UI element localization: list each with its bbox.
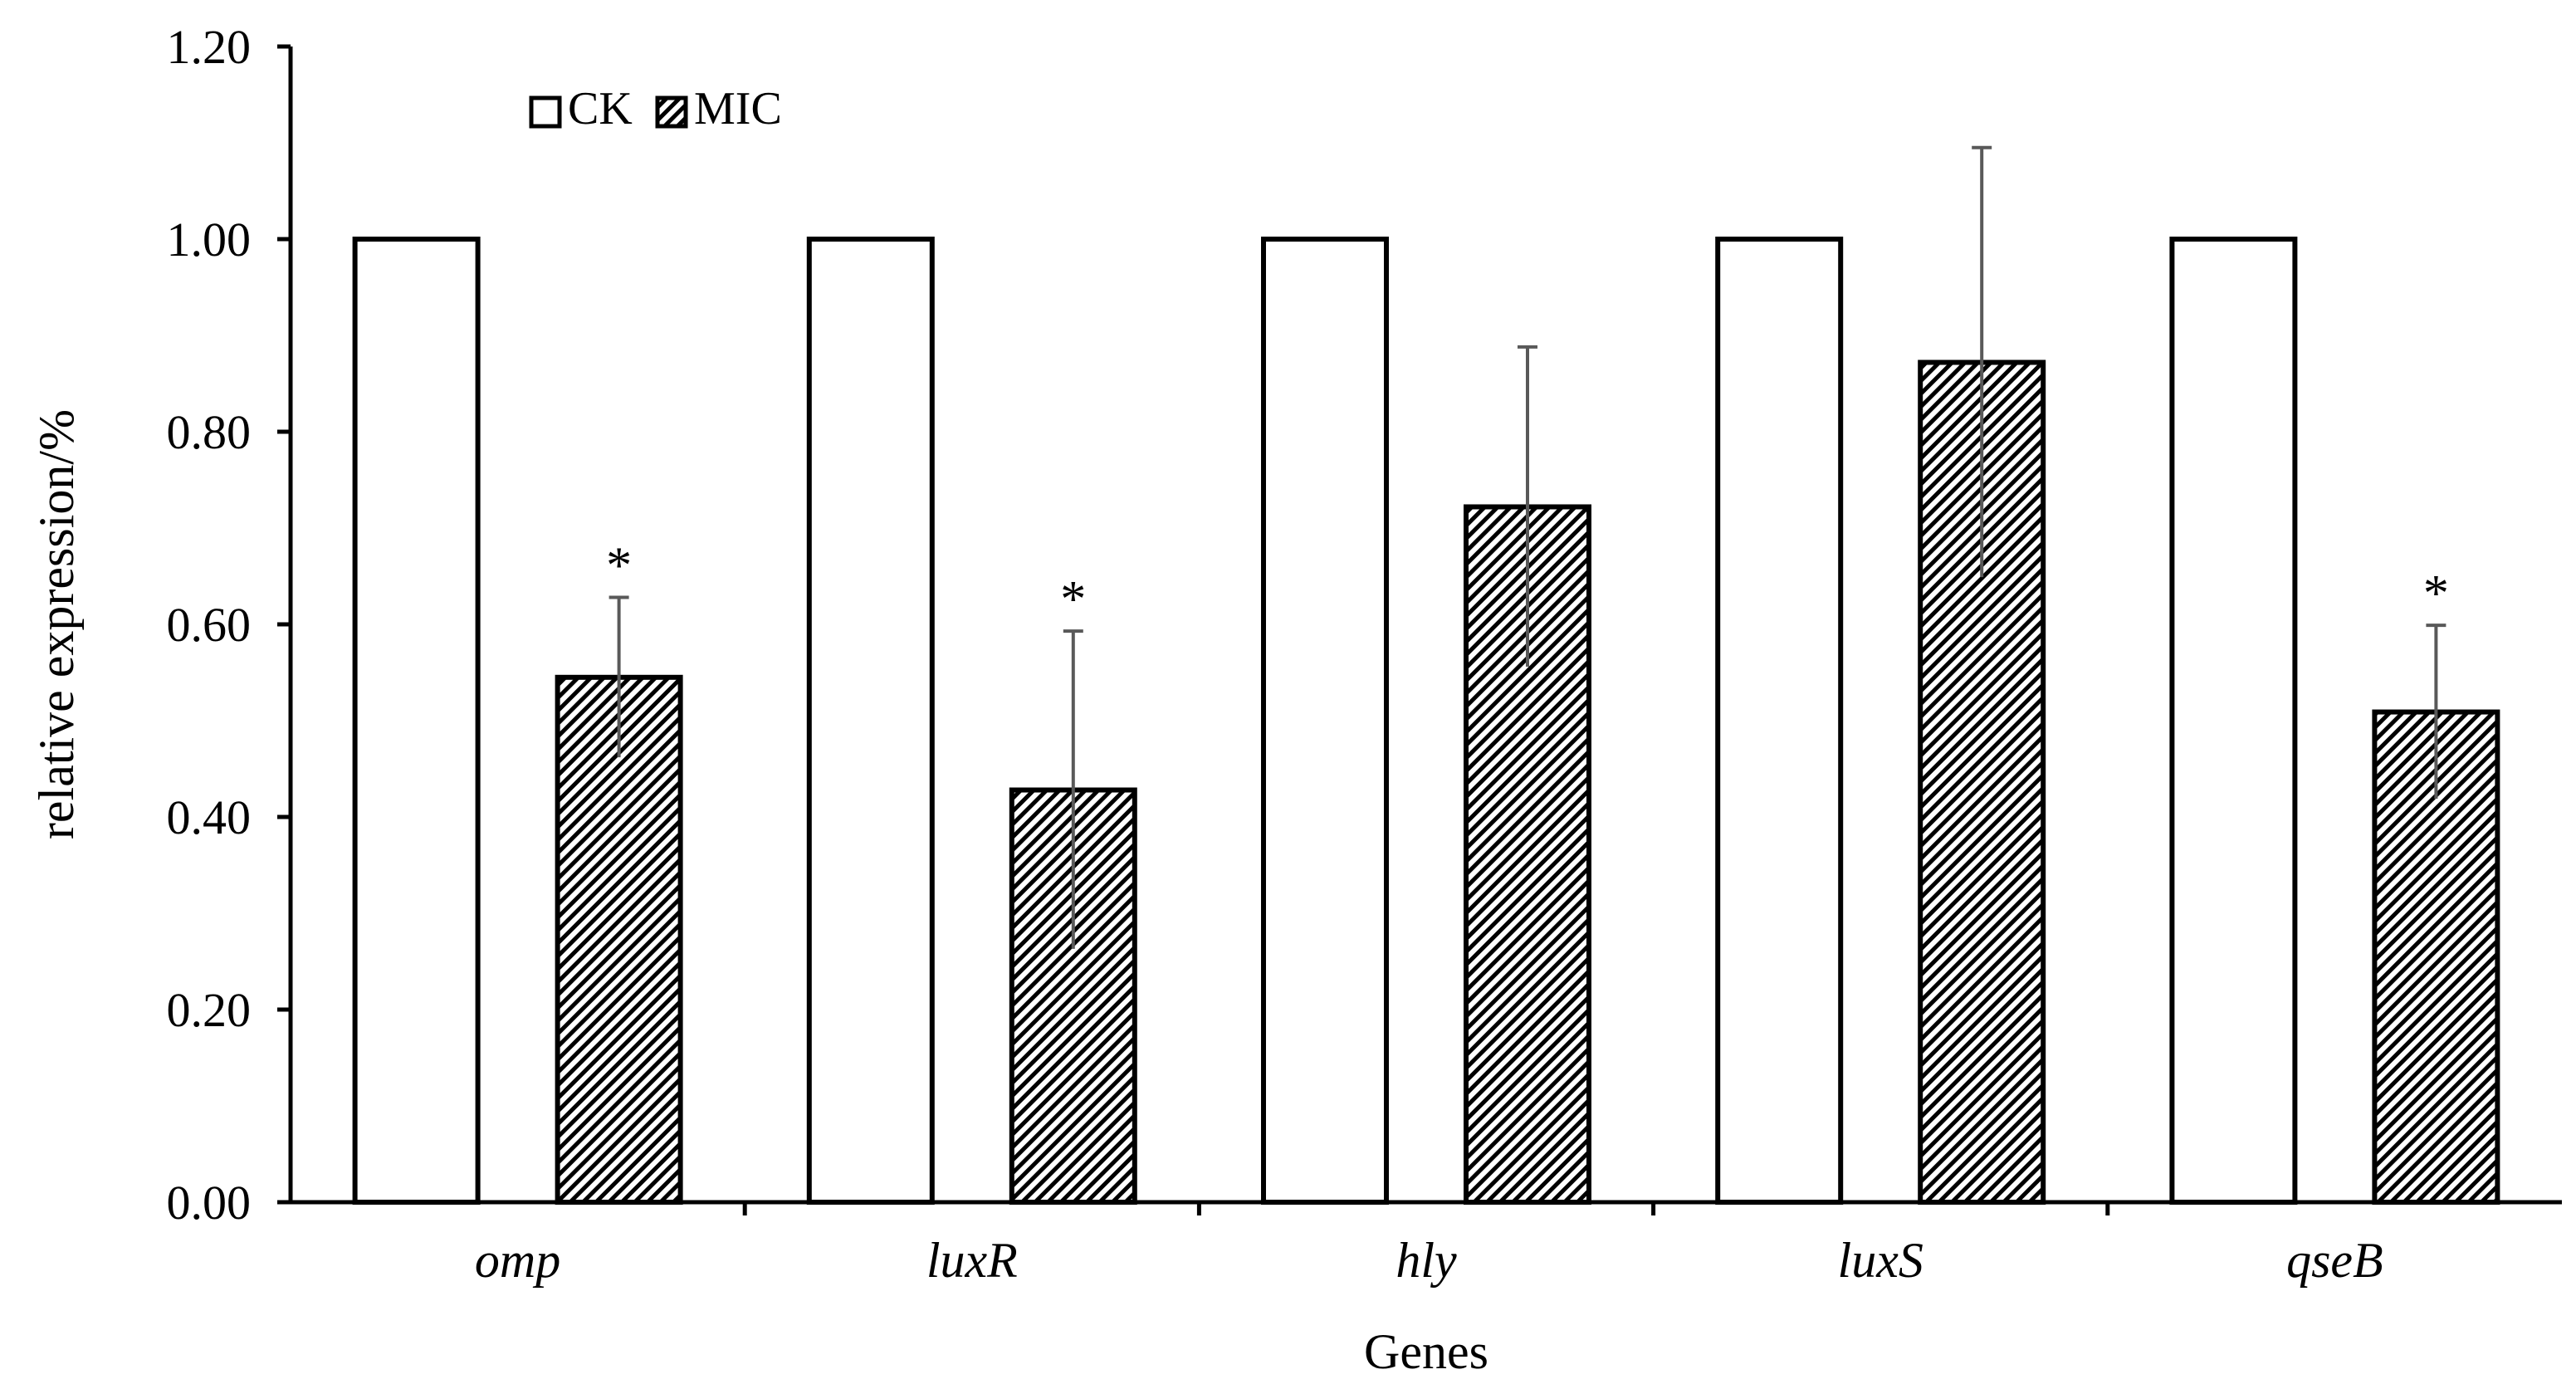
significance-marker-qseB: * (2423, 565, 2449, 622)
bars (352, 145, 2500, 1206)
legend-label-mic: MIC (694, 83, 782, 134)
bar-ck-omp (352, 237, 481, 1205)
x-axis-title: Genes (1364, 1324, 1488, 1379)
legend-label-ck: CK (568, 83, 633, 134)
bar-ck-qseB (2169, 237, 2298, 1205)
y-tick-label: 0.80 (167, 405, 252, 459)
y-tick-label: 0.00 (167, 1176, 252, 1230)
x-tick-label-omp: omp (475, 1233, 560, 1288)
y-tick-label: 0.60 (167, 598, 252, 652)
y-tick-label: 0.40 (167, 790, 252, 844)
y-tick-label: 1.00 (167, 213, 252, 267)
legend-swatch-mic (655, 95, 688, 129)
y-tick-label: 1.20 (167, 20, 252, 74)
y-tick-label: 0.20 (167, 983, 252, 1037)
bar-ck-hly (1261, 237, 1389, 1205)
y-axis-title: relative expression/% (29, 409, 84, 839)
labels: 0.00 0.20 0.40 0.60 0.80 1.00 1.20 * omp * luxR hly… (29, 20, 2449, 1379)
x-tick-label-hly: hly (1396, 1233, 1457, 1288)
x-tick-label-luxR: luxR (926, 1233, 1018, 1288)
x-tick-label-luxS: luxS (1838, 1233, 1923, 1288)
significance-marker-luxR: * (1060, 571, 1086, 628)
legend-swatch-ck (529, 95, 562, 129)
x-tick-label-qseB: qseB (2286, 1233, 2383, 1288)
bar-mic-omp (555, 674, 683, 1205)
significance-marker-omp: * (606, 538, 632, 594)
bar-ck-luxS (1715, 237, 1844, 1205)
bar-ck-luxR (806, 237, 935, 1205)
